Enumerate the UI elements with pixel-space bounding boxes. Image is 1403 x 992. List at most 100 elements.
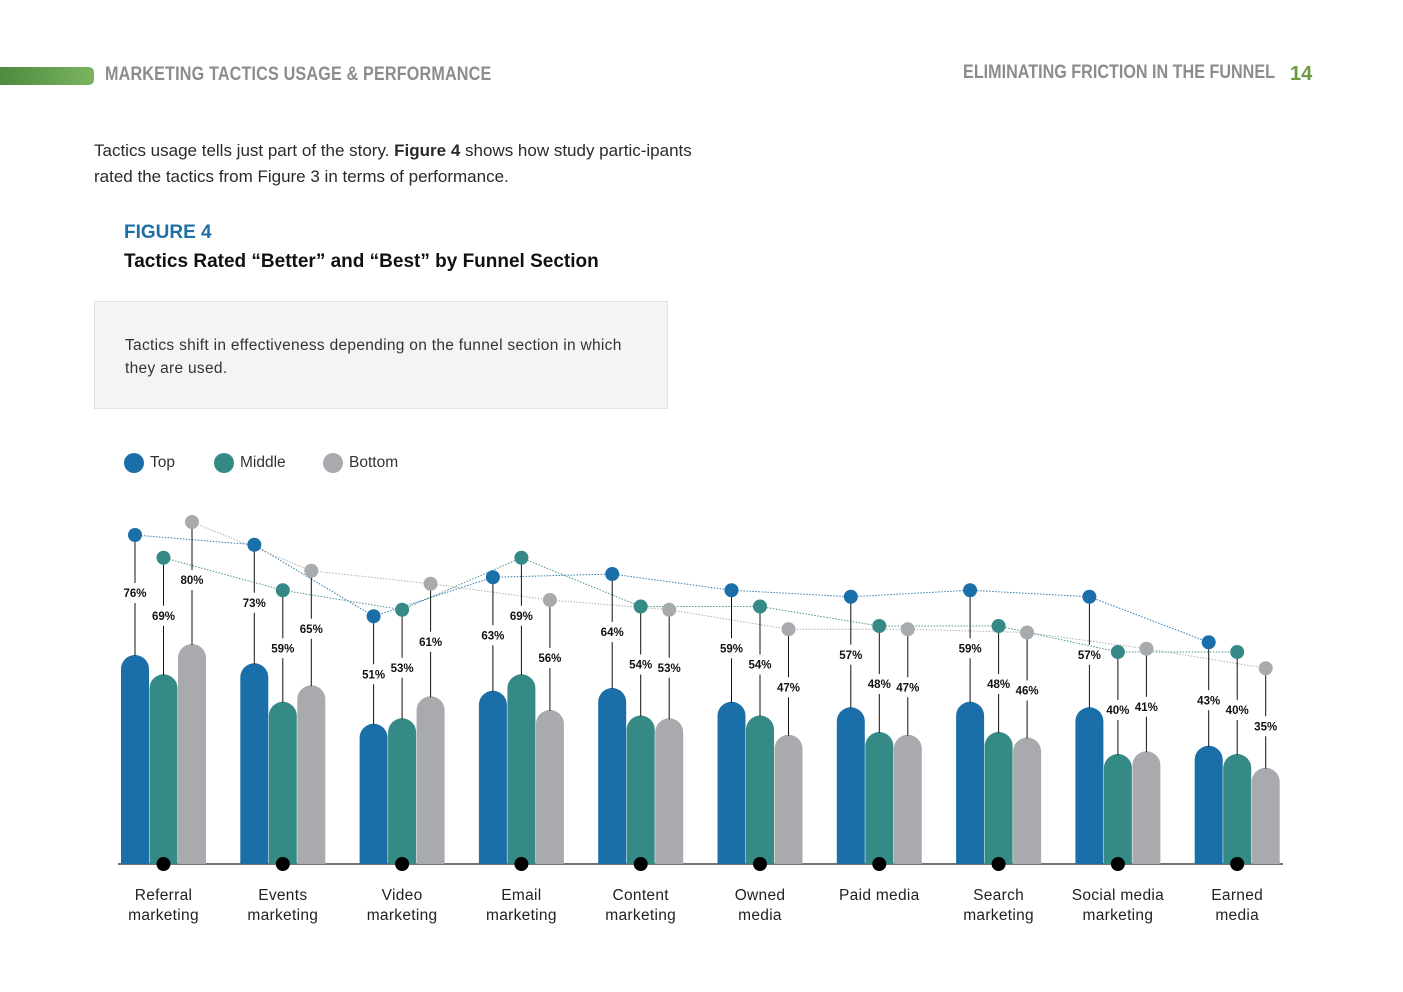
bar-middle: [746, 715, 774, 864]
data-label-bottom: 80%: [180, 575, 203, 587]
category-label: Content marketing: [581, 886, 701, 926]
data-point-top: [1082, 589, 1097, 604]
trend-line-middle: [163, 557, 1238, 653]
data-point-bottom: [781, 622, 796, 637]
trend-line-top: [134, 534, 1209, 643]
bar-bottom: [535, 710, 564, 864]
data-label-bottom: 35%: [1254, 721, 1277, 733]
header-accent-bar: [0, 67, 94, 85]
axis-marker: [395, 857, 410, 871]
category-label: Paid media: [819, 886, 939, 906]
category-label-line: marketing: [1082, 907, 1154, 924]
data-point-middle: [1110, 645, 1125, 659]
bar-bottom: [774, 734, 803, 864]
data-label-bottom: 56%: [538, 653, 561, 665]
bar-top: [1194, 745, 1223, 864]
category-label-line: Owned: [734, 887, 786, 904]
data-point-bottom: [1139, 641, 1154, 656]
category-label: Social media marketing: [1058, 886, 1178, 926]
category-label-line: marketing: [486, 907, 557, 924]
data-label-middle: 48%: [868, 679, 891, 691]
category-label-line: Social media: [1071, 887, 1165, 904]
data-label-middle: 40%: [1226, 705, 1249, 717]
bar-top: [717, 701, 746, 864]
bar-bottom: [178, 644, 206, 864]
axis-marker: [753, 857, 767, 871]
category-label: Earned media: [1177, 886, 1297, 926]
bar-middle: [626, 715, 655, 864]
bar-middle: [1223, 754, 1252, 864]
axis-marker: [991, 857, 1006, 871]
trend-line-bottom: [191, 521, 1266, 669]
data-label-top: 51%: [362, 669, 385, 681]
category-label: Search marketing: [939, 886, 1059, 926]
document-title: ELIMINATING FRICTION IN THE FUNNEL: [963, 62, 1275, 83]
page-number: 14: [1290, 63, 1313, 85]
bar-middle: [268, 701, 297, 864]
category-label-line: Email: [501, 887, 542, 904]
bar-bottom: [893, 734, 922, 864]
intro-text-1: Tactics usage tells just part of the sto…: [94, 141, 395, 160]
data-point-top: [724, 583, 739, 598]
data-label-top: 59%: [959, 643, 982, 655]
bar-top: [598, 688, 627, 864]
legend-dot-middle: [214, 453, 234, 473]
data-point-middle: [633, 599, 648, 614]
axis-marker: [1230, 857, 1245, 871]
axis-marker: [156, 857, 171, 871]
legend-label-top: Top: [150, 454, 175, 471]
category-label: Referral marketing: [104, 886, 224, 926]
legend-label-middle: Middle: [240, 454, 286, 471]
legend-dot-top: [124, 453, 144, 473]
category-label-line: marketing: [366, 907, 438, 924]
category-label: Events marketing: [223, 886, 343, 926]
axis-marker: [1110, 857, 1125, 871]
data-label-middle: 59%: [271, 643, 294, 655]
data-label-middle: 69%: [510, 611, 533, 623]
category-label-line: Events: [258, 887, 308, 904]
category-label-line: Search: [973, 887, 1025, 904]
bar-top: [478, 690, 507, 864]
data-point-top: [1201, 635, 1216, 650]
category-label-line: Paid media: [839, 887, 920, 904]
data-point-bottom: [662, 602, 677, 617]
section-title: MARKETING TACTICS USAGE & PERFORMANCE: [105, 64, 492, 85]
intro-paragraph: Tactics usage tells just part of the sto…: [94, 138, 694, 190]
bar-bottom: [1132, 751, 1161, 864]
callout-text: Tactics shift in effectiveness depending…: [125, 337, 622, 377]
legend-dot-bottom: [323, 453, 343, 473]
category-label-line: Referral: [134, 887, 193, 904]
data-label-bottom: 47%: [777, 682, 800, 694]
data-point-middle: [753, 599, 767, 614]
data-point-middle: [156, 550, 171, 565]
category-label-line: Earned: [1211, 887, 1264, 904]
bar-bottom: [416, 696, 445, 864]
data-point-top: [843, 589, 858, 604]
bar-bottom: [655, 718, 684, 864]
category-label-line: media: [738, 907, 782, 924]
data-label-top: 64%: [601, 627, 624, 639]
intro-figure-ref: Figure 4: [394, 141, 461, 160]
bar-top: [121, 655, 149, 864]
bar-middle: [984, 732, 1013, 864]
data-label-top: 59%: [720, 643, 743, 655]
bar-middle: [149, 674, 178, 864]
category-label-line: marketing: [963, 907, 1034, 924]
bar-middle: [388, 718, 417, 864]
data-label-bottom: 46%: [1016, 686, 1039, 698]
category-label-line: marketing: [128, 907, 199, 924]
data-point-middle: [1230, 645, 1245, 659]
category-label-line: media: [1215, 907, 1260, 924]
category-label-line: marketing: [247, 907, 319, 924]
category-label-line: marketing: [605, 907, 677, 924]
data-label-top: 76%: [123, 588, 146, 600]
axis-marker: [275, 857, 290, 871]
data-point-middle: [872, 619, 887, 633]
bar-top: [956, 701, 985, 864]
category-label: Video marketing: [342, 886, 462, 926]
data-label-middle: 69%: [152, 611, 175, 623]
data-point-bottom: [423, 576, 438, 591]
figure-label: FIGURE 4: [124, 222, 212, 243]
data-label-top: 43%: [1197, 695, 1220, 707]
data-point-middle: [991, 619, 1006, 633]
